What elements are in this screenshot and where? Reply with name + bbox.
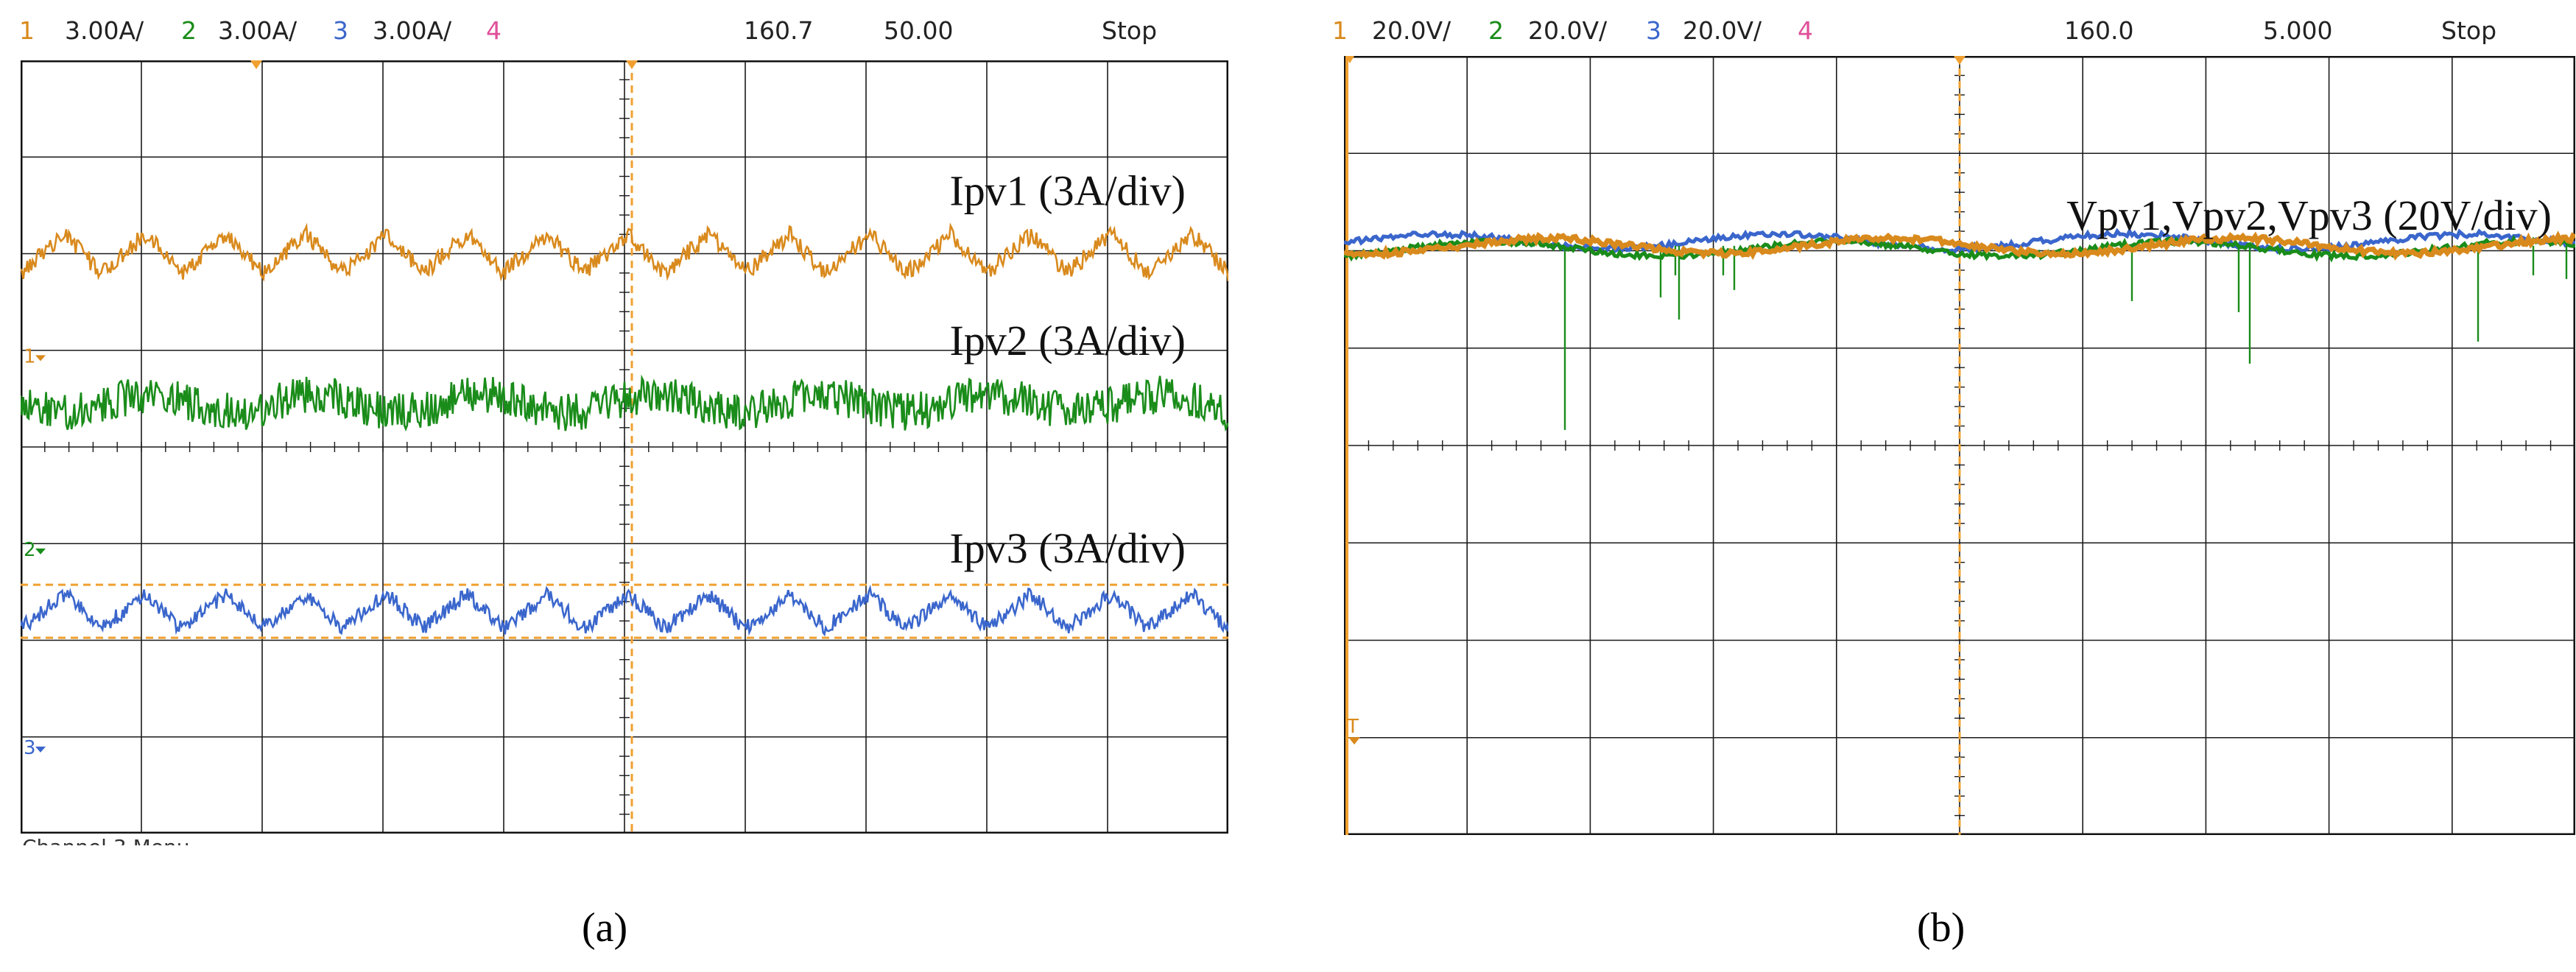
ground-arrow-icon [35, 355, 46, 362]
time-offset: 160.0 [2064, 16, 2134, 45]
ch2-number: 2 [181, 16, 197, 45]
trace-ch1 [1344, 230, 2575, 261]
ch1-scale: 20.0V/ [1372, 16, 1451, 45]
panel-b: 1 20.0V/ 2 20.0V/ 3 20.0V/ 4 160.0 5.000… [1328, 0, 2576, 972]
time-per-div: 5.000 [2263, 16, 2333, 45]
scope-a-grid [21, 60, 1228, 834]
trace-ch2 [21, 374, 1228, 432]
trace-label-combined: Vpv1,Vpv2,Vpv3 (20V/div) [2066, 191, 2552, 239]
time-offset: 160.7 [744, 16, 814, 45]
trace-label-ch2: Ipv2 (3A/div) [949, 317, 1186, 364]
ch3-scale: 20.0V/ [1683, 16, 1762, 45]
trace-label-ch3: Ipv3 (3A/div) [949, 524, 1186, 572]
ground-marker: T [1346, 716, 1359, 738]
ch4-number: 4 [1798, 16, 1813, 45]
ch1-number: 1 [19, 16, 35, 45]
trace-label-ch1: Ipv1 (3A/div) [949, 167, 1186, 215]
ground-marker-ch1: 1 [24, 345, 36, 367]
trigger-position-marker [626, 60, 638, 69]
run-state: Stop [2441, 16, 2497, 45]
trigger-position-marker [250, 60, 262, 69]
trigger-position-marker [1954, 56, 1966, 65]
ch1-scale: 3.00A/ [65, 16, 144, 45]
ground-marker-ch3: 3 [24, 737, 36, 759]
oscilloscope-screen-b: Vpv1,Vpv2,Vpv3 (20V/div) T [1344, 56, 2575, 835]
ground-marker-ch2: 2 [24, 539, 36, 561]
ground-arrow-icon [1348, 737, 1360, 745]
ch3-scale: 3.00A/ [373, 16, 452, 45]
ch3-number: 3 [333, 16, 348, 45]
ch3-number: 3 [1646, 16, 1661, 45]
time-per-div: 50.00 [884, 16, 954, 45]
panel-a: 1 3.00A/ 2 3.00A/ 3 3.00A/ 4 160.7 50.00… [0, 0, 1234, 972]
trace-ch1 [21, 222, 1228, 282]
trigger-position-marker [1345, 56, 1354, 63]
ch4-number: 4 [486, 16, 502, 45]
ground-arrow-icon [35, 548, 46, 554]
ground-arrow-icon [35, 746, 46, 753]
ch2-scale: 3.00A/ [218, 16, 298, 45]
run-state: Stop [1102, 16, 1158, 45]
trace-ch3 [21, 585, 1228, 637]
panel-label-a: (a) [582, 905, 628, 951]
panel-label-b: (b) [1917, 905, 1966, 951]
footer-menu-text: Channel 3 Menu [22, 835, 243, 845]
ch2-scale: 20.0V/ [1528, 16, 1608, 45]
ch2-number: 2 [1488, 16, 1504, 45]
oscilloscope-screen-a: Ipv1 (3A/div) Ipv2 (3A/div) Ipv3 (3A/div) 1… [21, 60, 1228, 834]
ch1-number: 1 [1332, 16, 1348, 45]
trace-ch2 [1344, 234, 2575, 263]
